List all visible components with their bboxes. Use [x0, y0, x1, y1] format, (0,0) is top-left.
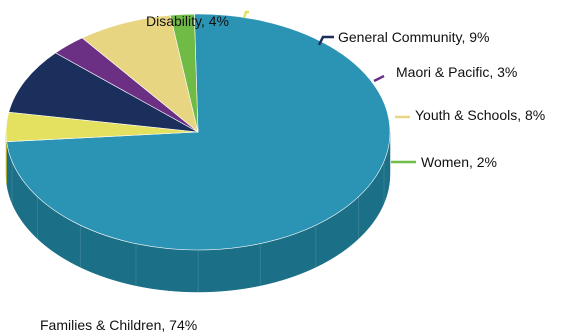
slice-label-general-community: General Community, 9%: [338, 29, 489, 45]
slice-label-disability: Disability, 4%: [146, 13, 229, 29]
pie-slice-youth-schools: [81, 14, 199, 133]
pie-slice-general-community: [8, 52, 199, 133]
leader-line-maori-pacific: [373, 74, 385, 83]
leader-line-general-community: [317, 35, 334, 46]
leader-line-disability: [242, 10, 249, 19]
slice-label-women: Women, 2%: [421, 154, 497, 170]
leader-lines: [242, 10, 416, 164]
slice-label-maori-pacific: Maori & Pacific, 3%: [396, 64, 517, 80]
pie-top-slices: [5, 13, 391, 251]
pie-slice-women: [169, 13, 199, 133]
slice-label-youth-schools: Youth & Schools, 8%: [415, 107, 545, 123]
slice-label-families-children: Families & Children, 74%: [40, 317, 197, 333]
